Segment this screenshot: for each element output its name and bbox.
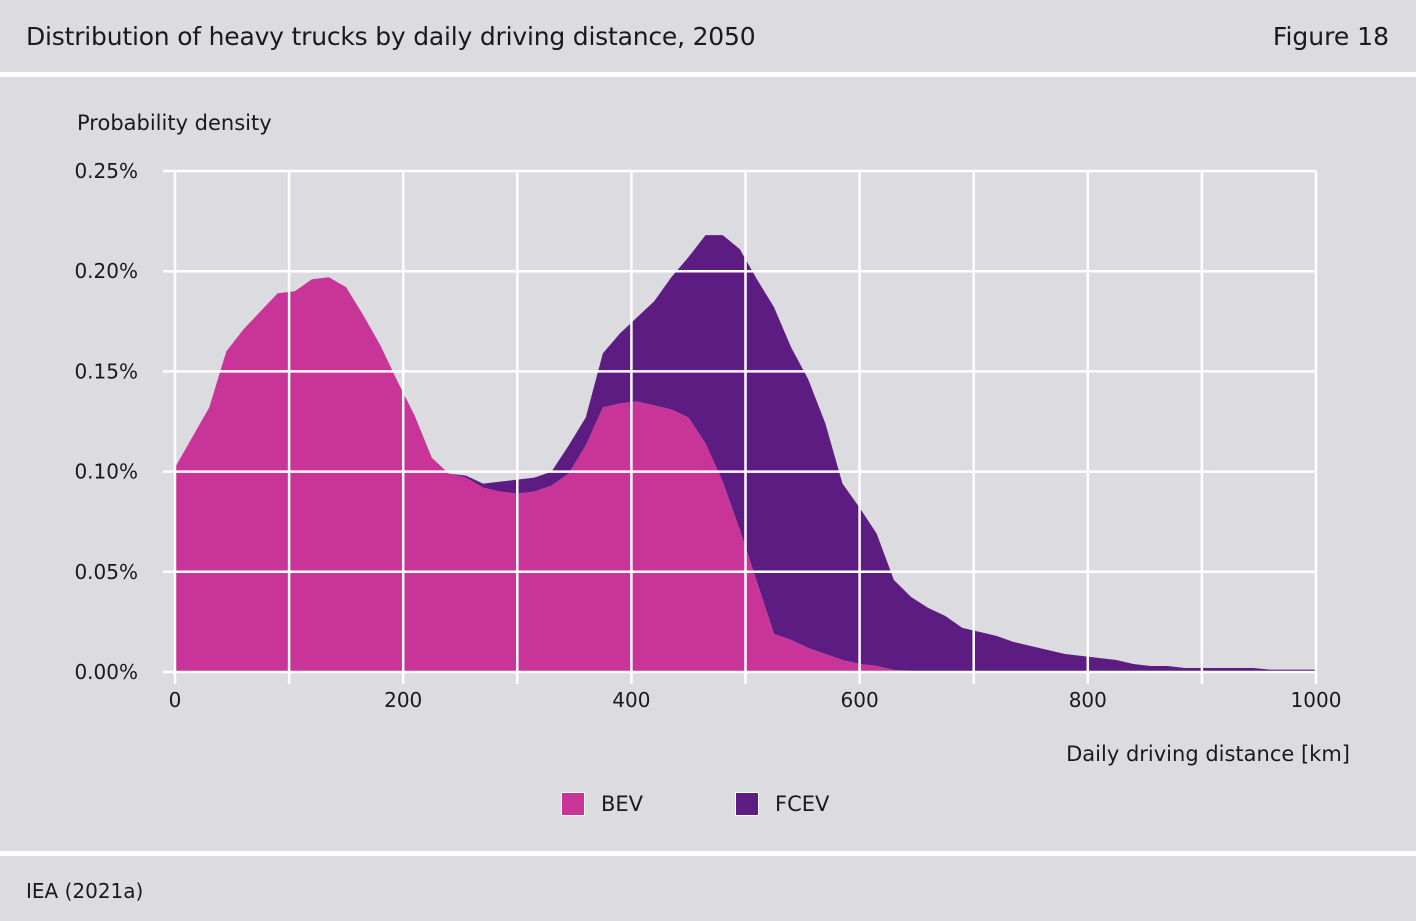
series-area-bev	[175, 277, 1316, 672]
legend-label-bev: BEV	[601, 792, 644, 816]
source-note: IEA (2021a)	[26, 879, 144, 903]
y-tick-label: 0.20%	[74, 259, 138, 283]
y-tick-label: 0.00%	[74, 660, 138, 684]
legend-swatch-bev	[561, 792, 585, 816]
chart-grid	[163, 169, 1318, 684]
y-tick-label: 0.25%	[74, 159, 138, 183]
x-tick-label: 400	[612, 688, 650, 712]
header-divider	[0, 72, 1416, 77]
header: Distribution of heavy trucks by daily dr…	[0, 0, 1416, 74]
y-tick-label: 0.10%	[74, 460, 138, 484]
y-tick-label: 0.15%	[74, 359, 138, 383]
x-tick-label: 800	[1069, 688, 1107, 712]
legend: BEV FCEV	[0, 790, 1416, 818]
chart-title: Distribution of heavy trucks by daily dr…	[26, 22, 756, 51]
x-tick-label: 1000	[1291, 688, 1342, 712]
x-axis-label: Daily driving distance [km]	[1066, 742, 1350, 766]
y-tick-labels: 0.00% 0.05% 0.10% 0.15% 0.20% 0.25%	[74, 159, 138, 684]
legend-item-bev: BEV	[561, 790, 643, 818]
x-tick-labels: 0 200 400 600 800 1000	[169, 688, 1342, 712]
x-tick-label: 600	[841, 688, 879, 712]
x-tick-label: 200	[384, 688, 422, 712]
y-tick-label: 0.05%	[74, 560, 138, 584]
legend-label-fcev: FCEV	[775, 792, 830, 816]
x-tick-label: 0	[169, 688, 182, 712]
figure-number: Figure 18	[1272, 22, 1389, 51]
legend-swatch-fcev	[735, 792, 759, 816]
footer-divider	[0, 851, 1416, 856]
y-axis-label: Probability density	[77, 111, 272, 135]
legend-item-fcev: FCEV	[735, 790, 829, 818]
